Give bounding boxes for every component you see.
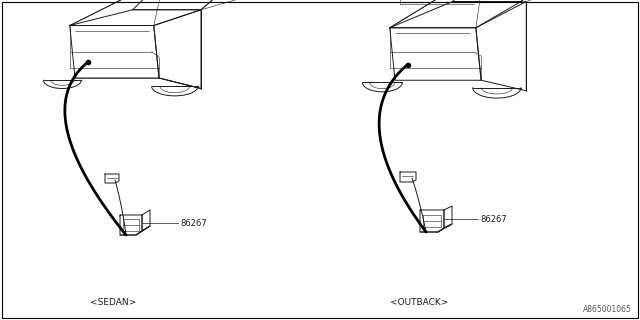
Text: A865001065: A865001065: [583, 305, 632, 314]
Text: 86267: 86267: [180, 220, 207, 228]
Text: <OUTBACK>: <OUTBACK>: [390, 298, 449, 307]
Text: 86267: 86267: [480, 215, 507, 225]
Text: <SEDAN>: <SEDAN>: [90, 298, 136, 307]
